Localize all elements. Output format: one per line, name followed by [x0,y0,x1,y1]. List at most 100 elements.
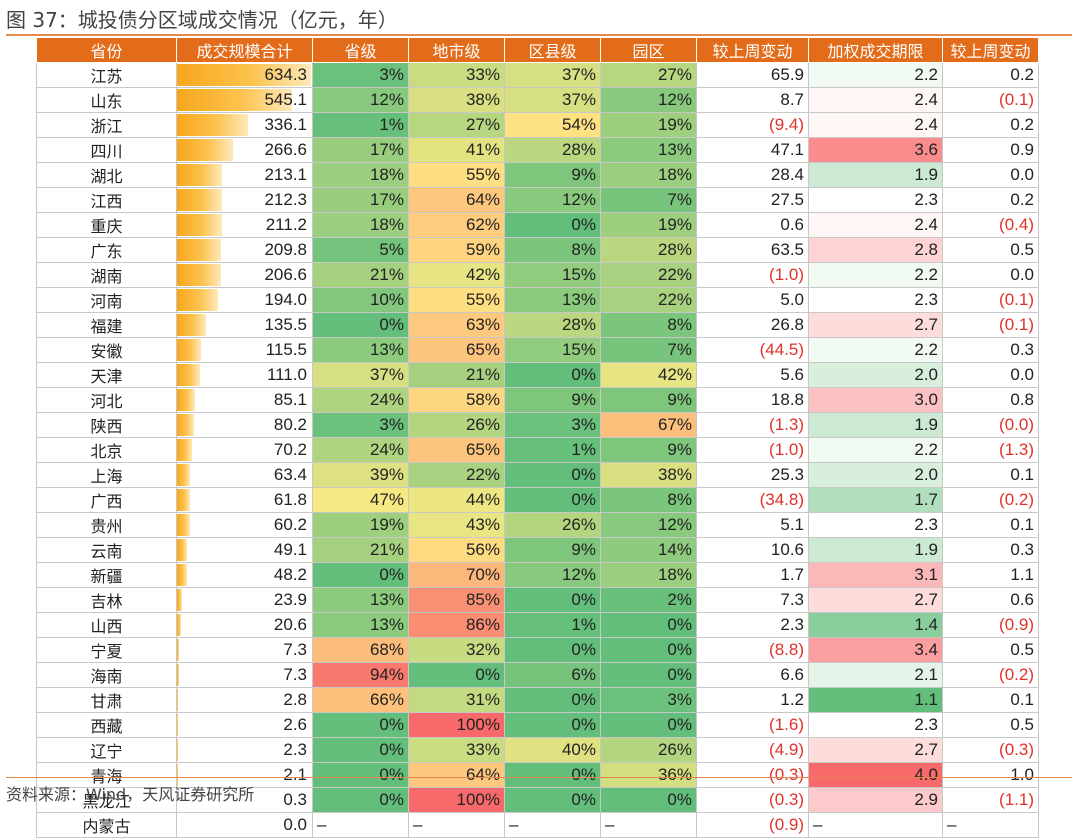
figure-title: 图 37：城投债分区域成交情况（亿元，年） [6,4,398,33]
term-change-cell: 0.0 [943,163,1039,188]
volume-cell: 336.1 [177,113,313,138]
county-share-cell: 54% [505,113,601,138]
county-share-cell: 0% [505,788,601,813]
weighted-term-cell: 2.0 [809,463,943,488]
weighted-term-cell: 1.7 [809,488,943,513]
province-cell: 江西 [37,188,177,213]
prefecture-share-cell: 100% [409,713,505,738]
term-change-cell: 0.2 [943,113,1039,138]
park-share-cell: 8% [601,488,697,513]
park-share-cell: 7% [601,188,697,213]
weighted-term-cell: 1.1 [809,688,943,713]
province-cell: 福建 [37,313,177,338]
volume-value: 61.8 [177,490,312,510]
volume-cell: 211.2 [177,213,313,238]
source-note: 资料来源：Wind，天风证券研究所 [6,781,254,805]
volume-cell: 209.8 [177,238,313,263]
provincial-share-cell: 21% [313,263,409,288]
weighted-term-cell: 2.2 [809,263,943,288]
prefecture-share-cell: 86% [409,613,505,638]
province-cell: 安徽 [37,338,177,363]
term-change-cell: 1.1 [943,563,1039,588]
volume-value: 2.8 [177,690,312,710]
col-header-provincial: 省级 [313,38,409,63]
park-share-cell: 0% [601,613,697,638]
weighted-term-cell: 1.9 [809,538,943,563]
weighted-term-cell: 2.3 [809,713,943,738]
weighted-term-cell: 4.0 [809,763,943,788]
provincial-share-cell: 10% [313,288,409,313]
volume-change-cell: 1.2 [697,688,809,713]
prefecture-share-cell: 65% [409,338,505,363]
term-change-cell: 0.5 [943,238,1039,263]
term-change-cell: 0.2 [943,188,1039,213]
volume-change-cell: 47.1 [697,138,809,163]
volume-value: 23.9 [177,590,312,610]
provincial-share-cell: 13% [313,338,409,363]
col-header-province: 省份 [37,38,177,63]
county-share-cell: 37% [505,63,601,88]
prefecture-share-cell: 26% [409,413,505,438]
weighted-term-cell: 2.2 [809,338,943,363]
province-cell: 宁夏 [37,638,177,663]
park-share-cell: 22% [601,263,697,288]
volume-cell: 60.2 [177,513,313,538]
volume-value: 7.3 [177,665,312,685]
term-change-cell: 0.0 [943,263,1039,288]
term-change-cell: 0.8 [943,388,1039,413]
park-share-cell: 36% [601,763,697,788]
provincial-share-cell: 3% [313,63,409,88]
county-share-cell: 0% [505,363,601,388]
volume-cell: 634.3 [177,63,313,88]
provincial-share-cell: 19% [313,513,409,538]
province-cell: 山东 [37,88,177,113]
provincial-share-cell: 24% [313,388,409,413]
province-cell: 广西 [37,488,177,513]
weighted-term-cell: 2.4 [809,213,943,238]
prefecture-share-cell: 64% [409,763,505,788]
provincial-share-cell: 17% [313,138,409,163]
province-cell: 辽宁 [37,738,177,763]
volume-change-cell: (0.9) [697,813,809,838]
volume-change-cell: 28.4 [697,163,809,188]
volume-cell: 213.1 [177,163,313,188]
volume-change-cell: 6.6 [697,663,809,688]
col-header-volume: 成交规模合计 [177,38,313,63]
volume-change-cell: 0.6 [697,213,809,238]
prefecture-share-cell: 31% [409,688,505,713]
county-share-cell: 0% [505,638,601,663]
county-share-cell: 28% [505,138,601,163]
volume-change-cell: (8.8) [697,638,809,663]
col-header-term-change: 较上周变动 [943,38,1039,63]
province-cell: 内蒙古 [37,813,177,838]
county-share-cell: 0% [505,488,601,513]
provincial-share-cell: 1% [313,113,409,138]
province-cell: 浙江 [37,113,177,138]
volume-change-cell: 10.6 [697,538,809,563]
provincial-share-cell: 39% [313,463,409,488]
county-share-cell: 26% [505,513,601,538]
provincial-share-cell: 5% [313,238,409,263]
park-share-cell: 22% [601,288,697,313]
park-share-cell: 12% [601,88,697,113]
county-share-cell: 28% [505,313,601,338]
county-share-cell: 40% [505,738,601,763]
province-cell: 河南 [37,288,177,313]
park-share-cell: 14% [601,538,697,563]
park-share-cell: 3% [601,688,697,713]
title-divider [6,34,1072,36]
term-change-cell: 0.5 [943,638,1039,663]
term-change-cell: 1.0 [943,763,1039,788]
prefecture-share-cell: 22% [409,463,505,488]
term-change-cell: (0.1) [943,288,1039,313]
volume-cell: 2.8 [177,688,313,713]
county-share-cell: 6% [505,663,601,688]
park-share-cell: 13% [601,138,697,163]
province-cell: 湖北 [37,163,177,188]
